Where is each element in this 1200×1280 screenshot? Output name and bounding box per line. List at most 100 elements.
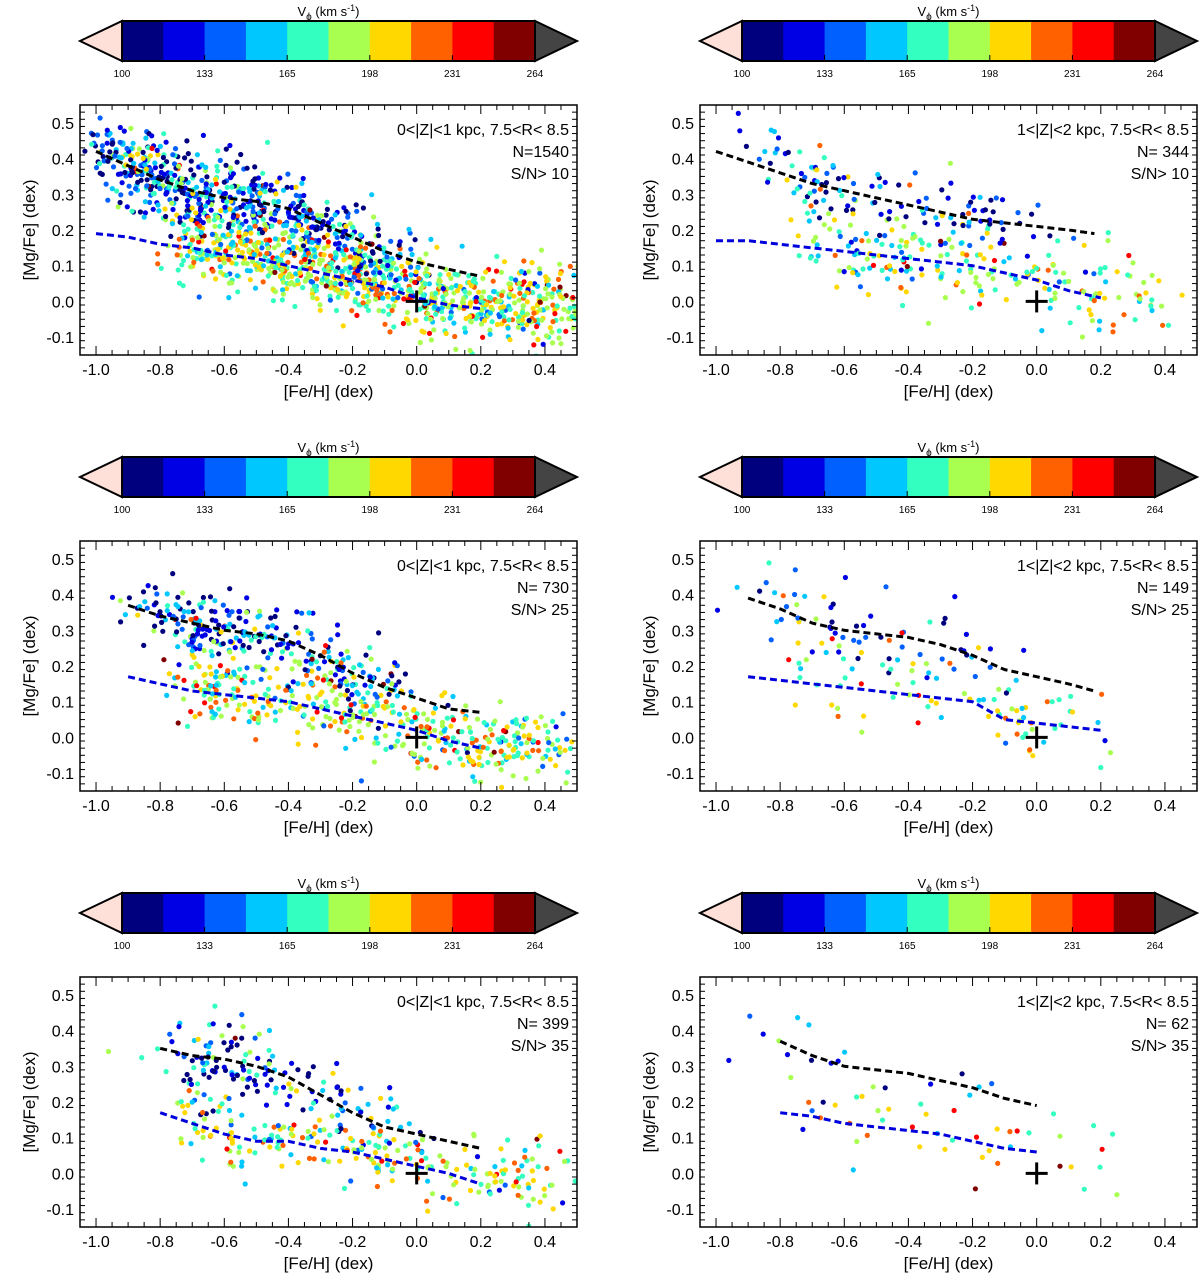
- scatter-point: [491, 288, 497, 295]
- scatter-point: [1097, 1164, 1103, 1170]
- scatter-point: [1066, 278, 1072, 284]
- scatter-point: [360, 669, 366, 676]
- scatter-point: [329, 216, 335, 222]
- scatter-point: [526, 269, 532, 275]
- scatter-point: [217, 663, 223, 669]
- scatter-point: [321, 649, 327, 655]
- scatter-point: [384, 254, 390, 260]
- scatter-point: [557, 261, 563, 267]
- scatter-point: [329, 1113, 335, 1119]
- scatter-point: [481, 720, 487, 726]
- scatter-point: [371, 759, 377, 765]
- scatter-point: [313, 287, 319, 293]
- scatter-point: [353, 202, 359, 208]
- x-tick-label: -0.2: [959, 798, 987, 815]
- scatter-point: [1102, 265, 1108, 271]
- scatter-point: [325, 220, 332, 226]
- scatter-point: [436, 278, 442, 284]
- scatter-point: [813, 616, 819, 622]
- scatter-point: [545, 729, 551, 735]
- scatter-point: [415, 1147, 421, 1153]
- scatter-point: [181, 228, 188, 234]
- scatter-point: [301, 712, 307, 718]
- scatter-point: [447, 315, 453, 321]
- scatter-point: [400, 320, 406, 327]
- scatter-point: [207, 696, 213, 702]
- scatter-point: [412, 279, 418, 285]
- scatter-point: [939, 656, 945, 662]
- scatter-point: [966, 219, 972, 225]
- scatter-point: [448, 275, 454, 281]
- scatter-point: [834, 284, 840, 290]
- scatter-point: [1029, 726, 1035, 733]
- x-tick-label: -1.0: [702, 798, 730, 815]
- colorbar-tick-label: 133: [196, 505, 213, 516]
- scatter-point: [501, 304, 507, 310]
- scatter-point: [212, 223, 218, 229]
- scatter-point: [401, 296, 407, 302]
- scatter-point: [474, 716, 481, 722]
- scatter-point: [375, 740, 381, 746]
- scatter-point: [966, 210, 972, 216]
- scatter-point: [247, 1049, 253, 1055]
- scatter-point: [558, 294, 564, 300]
- scatter-point: [1148, 303, 1154, 309]
- scatter-point: [484, 745, 490, 751]
- x-tick-label: -0.2: [339, 798, 367, 815]
- scatter-point: [300, 681, 306, 687]
- scatter-point: [365, 1101, 371, 1107]
- scatter-point: [257, 608, 263, 614]
- scatter-point: [201, 647, 207, 654]
- colorbar-segment: [948, 21, 991, 61]
- scatter-point: [501, 259, 508, 265]
- scatter-point: [221, 1064, 227, 1070]
- scatter-point: [454, 1166, 460, 1172]
- scatter-point: [362, 285, 368, 291]
- scatter-point: [498, 269, 504, 275]
- y-tick-label: 0.4: [672, 152, 694, 169]
- scatter-point: [487, 327, 493, 333]
- scatter-point: [912, 234, 918, 240]
- scatter-point: [350, 224, 356, 230]
- y-tick-label: -0.1: [46, 766, 74, 783]
- scatter-point: [383, 746, 389, 753]
- scatter-point: [149, 133, 155, 139]
- scatter-point: [382, 321, 388, 327]
- scatter-point: [200, 1060, 206, 1066]
- scatter-point: [246, 1075, 253, 1081]
- scatter-point: [174, 629, 180, 635]
- scatter-point: [413, 317, 419, 323]
- scatter-point: [356, 248, 362, 254]
- scatter-point: [199, 177, 205, 183]
- scatter-point: [582, 290, 587, 295]
- scatter-point: [524, 311, 531, 317]
- scatter-point: [321, 252, 327, 258]
- scatter-point: [194, 1090, 200, 1096]
- scatter-point: [268, 1077, 274, 1083]
- scatter-point: [526, 732, 533, 738]
- scatter-point: [237, 638, 243, 644]
- scatter-point: [875, 1108, 881, 1114]
- scatter-point: [110, 164, 117, 170]
- scatter-point: [938, 253, 944, 259]
- colorbar-title-v: V: [297, 440, 306, 455]
- colorbar-segment: [1113, 457, 1156, 497]
- scatter-point: [1046, 286, 1052, 292]
- scatter-point: [898, 203, 905, 209]
- scatter-point: [243, 609, 250, 615]
- scatter-point: [239, 1035, 245, 1041]
- scatter-point: [550, 340, 556, 346]
- x-tick-label: -0.2: [339, 362, 367, 379]
- scatter-point: [963, 631, 970, 638]
- scatter-point: [294, 706, 300, 712]
- scatter-point: [495, 736, 501, 743]
- scatter-point: [209, 608, 215, 614]
- y-tick-label: 0.4: [52, 1024, 74, 1041]
- colorbar-segment: [411, 893, 453, 933]
- scatter-point: [363, 303, 369, 309]
- scatter-point: [855, 655, 861, 662]
- scatter-point: [373, 296, 379, 302]
- scatter-point: [141, 642, 147, 649]
- scatter-point: [476, 289, 482, 295]
- scatter-point: [260, 666, 266, 672]
